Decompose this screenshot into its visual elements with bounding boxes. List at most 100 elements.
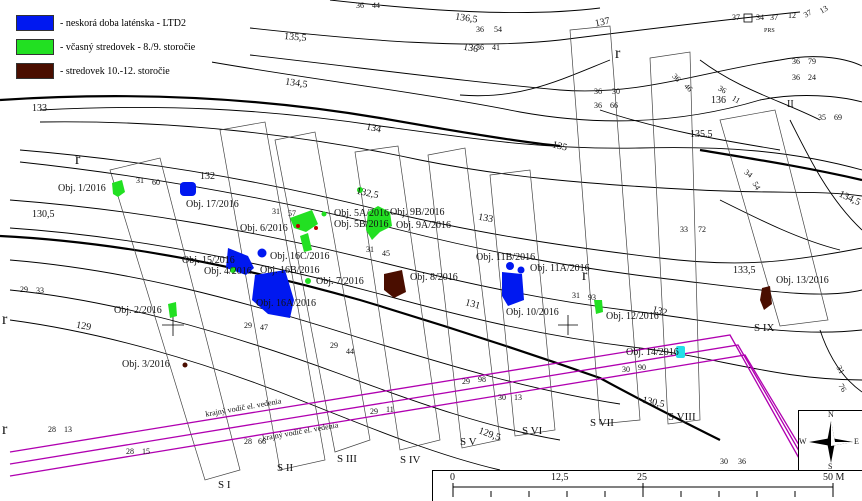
grid-number: 36 [792, 57, 800, 66]
region-marker: r [615, 45, 621, 62]
legend-swatch [16, 15, 54, 31]
legend-item-late-la-tene: - neskorá doba laténska - LTD2 [16, 14, 186, 32]
grid-number: 72 [698, 225, 706, 234]
object-label-4: Obj. 4/2016 [204, 266, 252, 277]
grid-number: 35 [818, 113, 826, 122]
object-label-10: Obj. 10/2016 [506, 307, 559, 318]
legend-label: - včasný stredovek - 8./9. storočie [60, 41, 196, 53]
grid-number: 54 [494, 25, 502, 34]
grid-number: 30 [498, 393, 506, 402]
grid-number: 36 [356, 1, 364, 10]
grid-number: 31 [272, 207, 280, 216]
grid-number: 79 [808, 57, 816, 66]
grid-number: 36 [738, 457, 746, 466]
grid-number: 60 [152, 178, 160, 187]
grid-number: 36 [476, 43, 484, 52]
object-label-6: Obj. 6/2016 [240, 223, 288, 234]
legend-item-medieval: - stredovek 10.-12. storočie [16, 62, 170, 80]
index-contours [0, 95, 862, 441]
grid-number: 33 [680, 225, 688, 234]
grid-crosses [162, 314, 578, 336]
grid-number: 13 [64, 425, 72, 434]
grid-number: 29 [462, 377, 470, 386]
grid-number: 66 [610, 101, 618, 110]
contour-label: 135,5 [283, 31, 307, 44]
grid-number: 24 [808, 73, 816, 82]
region-marker: r [582, 267, 588, 284]
scale-bar-ticks [452, 483, 834, 497]
contour-label: 133 [32, 103, 47, 114]
grid-number: 11 [386, 405, 394, 414]
section-label-5: S V [460, 436, 477, 448]
object-label-9b: Obj. 9B/2016 [390, 207, 445, 218]
grid-number: 37 [770, 13, 778, 22]
grid-number: 57 [288, 209, 296, 218]
grid-number: 93 [588, 293, 596, 302]
grid-number: 28 [48, 425, 56, 434]
object-label-15: Obj. 15/2016 [182, 255, 235, 266]
survey-sections [109, 25, 829, 481]
object-label-7: Obj. 7/2016 [316, 276, 364, 287]
features [112, 13, 772, 368]
object-label-16a: Obj. 16A/2016 [256, 298, 316, 309]
object-label-11a: Obj. 11A/2016 [530, 263, 590, 274]
grid-number: 37 [732, 13, 740, 22]
north-arrow: N S E W [798, 410, 862, 473]
grid-number: 36 [594, 101, 602, 110]
scale-tick-0: 0 [450, 472, 455, 483]
grid-number: 28 [126, 447, 134, 456]
grid-number: 31 [136, 176, 144, 185]
grid-number: 28 [244, 437, 252, 446]
grid-number: 44 [372, 1, 380, 10]
object-label-3: Obj. 3/2016 [122, 359, 170, 370]
grid-number: 30 [622, 365, 630, 374]
object-label-8: Obj. 8/2016 [410, 272, 458, 283]
grid-number: 30 [720, 457, 728, 466]
compass-north: N [828, 410, 834, 419]
grid-number: 13 [514, 393, 522, 402]
legend-item-early-medieval: - včasný stredovek - 8./9. storočie [16, 38, 195, 56]
scale-tick-25: 25 [637, 472, 647, 483]
contour-label: 133,5 [733, 265, 756, 276]
compass-east: E [854, 437, 859, 446]
object-label-2: Obj. 2/2016 [114, 305, 162, 316]
grid-number: 31 [366, 245, 374, 254]
object-label-5a: Obj. 5A/2016 [334, 208, 389, 219]
section-label-3: S III [337, 453, 357, 465]
grid-number: 34 [756, 13, 764, 22]
object-label-5b: Obj. 5B/2016 [334, 219, 389, 230]
grid-number: 98 [478, 375, 486, 384]
section-label-8: S VIII [668, 411, 696, 423]
object-label-13: Obj. 13/2016 [776, 275, 829, 286]
power-line-corridor [9, 334, 821, 481]
scale-bar: 0 12,5 25 50 M [432, 470, 862, 501]
section-label-1: S I [218, 479, 231, 491]
object-label-11b: Obj. 11B/2016 [476, 252, 536, 263]
grid-number: 12 [788, 11, 796, 20]
grid-number: 47 [260, 323, 268, 332]
section-label-9: S IX [754, 322, 775, 334]
object-label-1: Obj. 1/2016 [58, 183, 106, 194]
grid-number: 41 [492, 43, 500, 52]
region-marker: r [75, 151, 81, 168]
grid-number: 33 [36, 286, 44, 295]
grid-number: 30 [612, 87, 620, 96]
grid-number: 69 [834, 113, 842, 122]
grid-number: 31 [572, 291, 580, 300]
contour-lines [9, 0, 862, 471]
grid-number: PRS [764, 28, 775, 34]
contour-label: 136 [711, 95, 726, 106]
object-label-9a: Obj. 9A/2016 [396, 220, 451, 231]
contour-label: 135.5 [690, 129, 713, 140]
contour-label: 132 [200, 171, 215, 182]
compass-rose-icon [809, 421, 853, 463]
legend-swatch [16, 63, 54, 79]
scale-tick-12-5: 12,5 [551, 472, 569, 483]
grid-number: 66 [258, 437, 266, 446]
legend-label: - neskorá doba laténska - LTD2 [60, 17, 186, 29]
object-label-16c: Obj. 16C/2016 [270, 251, 330, 262]
region-marker: r [2, 421, 8, 438]
grid-number: 44 [346, 347, 354, 356]
grid-number: 29 [244, 321, 252, 330]
region-marker: r [2, 311, 8, 328]
